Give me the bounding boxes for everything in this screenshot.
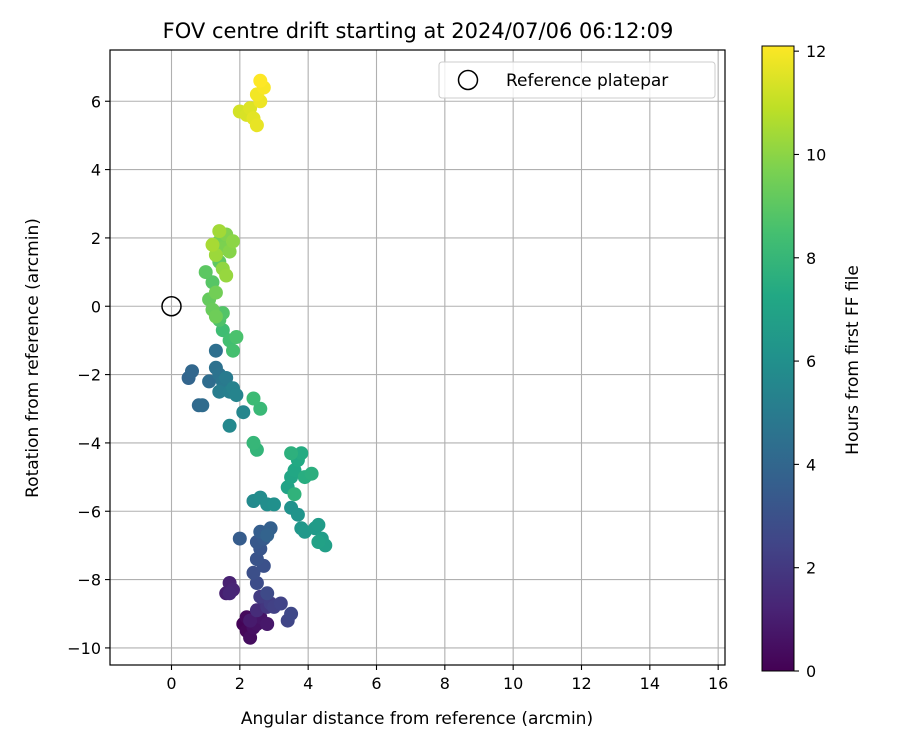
colorbar-ticks: 0 2 4 6 8 10 12 <box>794 42 826 681</box>
data-point <box>246 435 261 450</box>
data-point <box>290 507 305 522</box>
data-point <box>246 391 261 406</box>
x-tick-label: 0 <box>166 674 176 693</box>
data-point <box>249 118 264 133</box>
data-point <box>202 374 217 389</box>
x-tick-label: 2 <box>235 674 245 693</box>
legend: Reference platepar <box>438 61 716 99</box>
data-point <box>236 405 251 420</box>
y-tick-label: −4 <box>77 434 101 453</box>
colorbar-tick-label: 8 <box>806 249 816 268</box>
data-points <box>181 73 333 645</box>
data-point <box>253 401 268 416</box>
grid <box>110 50 725 665</box>
data-point <box>219 371 234 385</box>
colorbar-tick-label: 4 <box>806 455 816 474</box>
data-point <box>287 487 302 502</box>
data-point <box>260 528 275 543</box>
data-point <box>185 364 199 379</box>
data-point <box>246 565 261 580</box>
colorbar-tick-label: 12 <box>806 42 826 61</box>
y-tick-label: −10 <box>67 639 101 658</box>
reference-platepar-marker <box>161 296 182 317</box>
data-point <box>208 343 223 358</box>
data-point <box>229 330 244 344</box>
x-tick-label: 14 <box>640 674 660 693</box>
data-point <box>260 586 275 601</box>
data-point <box>226 343 240 358</box>
y-tick-label: −8 <box>77 571 101 590</box>
y-axis-ticks: −10 −8 −6 −4 −2 0 2 4 6 <box>67 92 110 658</box>
data-point <box>219 268 234 283</box>
data-point <box>273 596 288 611</box>
data-point <box>222 418 237 433</box>
colorbar-tick-label: 6 <box>806 352 816 371</box>
data-point <box>232 531 247 546</box>
data-point <box>311 517 326 532</box>
y-tick-label: −2 <box>77 366 101 385</box>
data-point <box>253 73 268 88</box>
data-point <box>222 586 237 601</box>
y-tick-label: 0 <box>91 297 101 316</box>
data-point <box>208 309 223 324</box>
data-point <box>205 237 220 252</box>
colorbar-gradient <box>761 45 795 672</box>
reference-marker-group <box>161 296 182 317</box>
data-point <box>195 398 210 413</box>
legend-box <box>438 61 716 99</box>
x-tick-label: 12 <box>571 674 591 693</box>
colorbar: 0 2 4 6 8 10 12 Hours from first FF file <box>761 42 863 681</box>
legend-marker <box>457 69 479 91</box>
x-tick-label: 8 <box>440 674 450 693</box>
colorbar-label: Hours from first FF file <box>843 265 863 455</box>
data-point <box>226 234 240 249</box>
y-tick-label: 2 <box>91 229 101 248</box>
data-point <box>284 606 299 621</box>
y-tick-label: 4 <box>91 161 101 180</box>
colorbar-tick-label: 0 <box>806 662 816 681</box>
y-axis-label: Rotation from reference (arcmin) <box>23 218 43 498</box>
x-axis-ticks: 0 2 4 6 8 10 12 14 16 <box>166 665 728 693</box>
data-point <box>198 265 213 280</box>
x-tick-label: 6 <box>371 674 381 693</box>
legend-entry-label: Reference platepar <box>506 71 668 91</box>
data-point <box>208 285 223 300</box>
data-point <box>284 446 299 461</box>
y-tick-label: 6 <box>91 92 101 111</box>
data-point <box>243 613 258 628</box>
x-tick-label: 10 <box>503 674 523 693</box>
colorbar-tick-label: 2 <box>806 559 816 578</box>
data-point <box>311 535 326 549</box>
data-point <box>212 384 227 399</box>
colorbar-tick-label: 10 <box>806 145 826 164</box>
y-tick-label: −6 <box>77 502 101 521</box>
plot-frame <box>109 49 726 666</box>
data-point <box>260 617 275 631</box>
x-tick-label: 16 <box>708 674 728 693</box>
data-point <box>304 466 319 481</box>
data-point <box>294 446 309 461</box>
data-point <box>267 497 281 512</box>
x-tick-label: 4 <box>303 674 313 693</box>
data-point <box>229 388 244 403</box>
data-point <box>212 224 227 239</box>
chart-title: FOV centre drift starting at 2024/07/06 … <box>163 19 674 43</box>
x-axis-label: Angular distance from reference (arcmin) <box>241 709 593 729</box>
